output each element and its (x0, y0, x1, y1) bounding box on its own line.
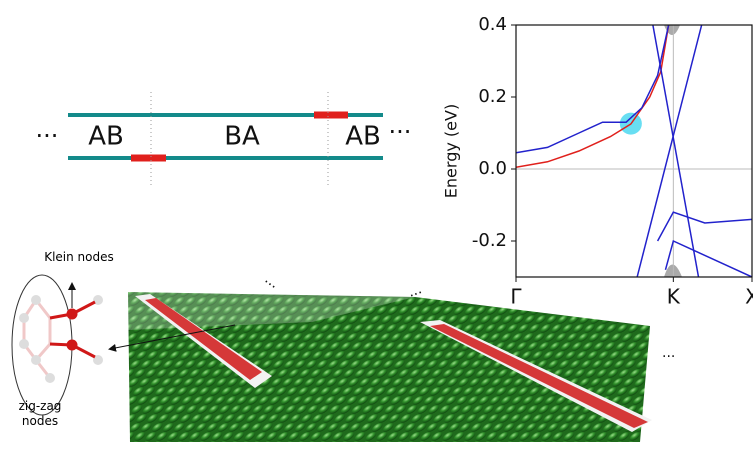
sheet-shade (128, 292, 415, 330)
stacking-label: BA (224, 122, 260, 152)
ellipsis: ··· (407, 285, 425, 305)
y-axis-label: Energy (eV) (442, 104, 461, 198)
klein-node (66, 339, 78, 351)
arrow (108, 324, 236, 352)
ellipsis: ··· (662, 349, 675, 365)
x-tick-label: K (667, 285, 681, 309)
graphene-sheet (128, 292, 650, 442)
stacking-label: AB (88, 122, 124, 152)
ellipsis: ··· (389, 118, 412, 146)
y-tick-label: -0.2 (472, 230, 507, 251)
zigzag-label: zig-zag nodes (18, 399, 62, 428)
plot-frame (515, 24, 753, 278)
ellipsis: ··· (259, 274, 279, 295)
y-tick-label: 0.4 (478, 14, 507, 35)
band-line (516, 25, 670, 154)
band-line (652, 25, 700, 277)
y-tick-label: 0.2 (478, 86, 507, 107)
klein-label: Klein nodes (44, 250, 114, 264)
band-line (664, 239, 752, 277)
stacking-schematic: ··· ··· AB BA AB (36, 92, 412, 188)
domain-wall-stripe (145, 298, 262, 380)
zigzag-label-box: zig-zag nodes (18, 399, 62, 428)
lattice-rendering: ··· ··· ··· (128, 274, 675, 442)
band-line (516, 25, 670, 168)
x-tick-label: X (745, 285, 753, 309)
stacking-label: AB (345, 122, 381, 152)
domain-wall-stripe (430, 324, 648, 428)
band-line (636, 25, 703, 277)
klein-node (66, 308, 78, 320)
node-inset: Klein nodes zig-zag nodes (11, 250, 236, 428)
band-plot: Energy (eV) -0.2 0.0 0.2 0.4 Γ K X (442, 14, 753, 309)
y-tick-label: 0.0 (478, 158, 507, 179)
x-tick-label: Γ (510, 285, 522, 309)
klein-label-box: Klein nodes (44, 250, 114, 264)
ellipsis: ··· (36, 122, 59, 150)
band-line (656, 211, 752, 242)
